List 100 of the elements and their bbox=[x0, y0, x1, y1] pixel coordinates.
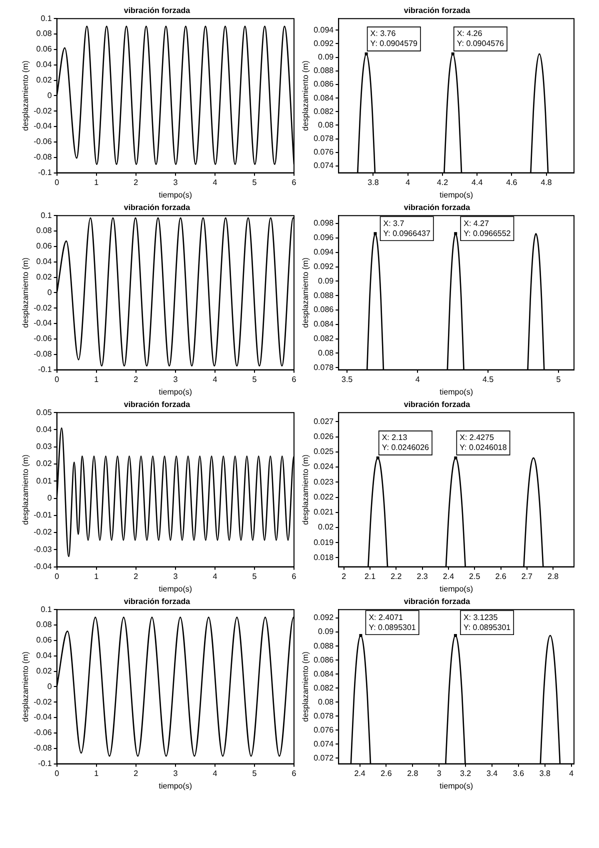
annotation: X: 3.76 Y: 0.0904579 bbox=[370, 29, 418, 48]
y-tick-label: 0.01 bbox=[36, 476, 52, 486]
y-tick-label: 0.02 bbox=[318, 522, 334, 532]
y-tick-label: 0.04 bbox=[36, 60, 52, 70]
x-tick-label: 2.1 bbox=[364, 572, 376, 581]
x-axis-title: tiempo(s) bbox=[440, 584, 474, 594]
x-tick-label: 2.8 bbox=[548, 572, 560, 581]
y-tick-label: 0.06 bbox=[36, 44, 52, 54]
y-tick-label: 0.094 bbox=[314, 248, 334, 257]
y-tick-label: -0.04 bbox=[34, 562, 52, 572]
x-tick-label: 0 bbox=[54, 768, 60, 778]
chart-title: vibración forzada bbox=[404, 6, 471, 16]
chart-title: vibración forzada bbox=[124, 6, 191, 16]
y-tick-label: 0.06 bbox=[36, 636, 52, 645]
x-tick-label: 6 bbox=[292, 374, 297, 384]
x-tick-label: 2.4 bbox=[354, 768, 366, 778]
x-tick-label: 1 bbox=[94, 374, 100, 384]
y-tick-label: 0.086 bbox=[314, 655, 334, 664]
x-tick-label: 5 bbox=[252, 572, 258, 581]
y-tick-label: -0.08 bbox=[34, 350, 52, 359]
x-tick-label: 3 bbox=[173, 374, 178, 384]
y-axis-title: desplazamiento (m) bbox=[301, 60, 310, 131]
x-tick-label: 4 bbox=[569, 768, 574, 778]
y-tick-label: 0.05 bbox=[36, 408, 52, 417]
y-tick-label: 0.076 bbox=[314, 725, 334, 734]
y-tick-label: -0.06 bbox=[34, 137, 52, 146]
x-tick-label: 2.3 bbox=[416, 572, 428, 581]
y-tick-label: 0.072 bbox=[314, 753, 334, 762]
x-tick-label: 0 bbox=[54, 374, 60, 384]
y-tick-label: 0 bbox=[47, 90, 52, 100]
annotation: X: 4.27 Y: 0.0966552 bbox=[464, 218, 512, 238]
y-tick-label: -0.08 bbox=[34, 744, 52, 753]
y-tick-label: 0.08 bbox=[318, 120, 334, 130]
x-tick-label: 4.4 bbox=[472, 178, 484, 187]
x-tick-label: 2 bbox=[134, 178, 139, 187]
x-tick-label: 3.6 bbox=[512, 768, 525, 778]
y-tick-label: -0.08 bbox=[34, 152, 52, 162]
annotation: X: 3.7 Y: 0.0966437 bbox=[383, 218, 431, 238]
chart-title: vibración forzada bbox=[404, 400, 471, 410]
x-tick-label: 0 bbox=[54, 572, 60, 581]
x-tick-label: 4 bbox=[212, 572, 218, 581]
annotation: X: 4.26 Y: 0.0904576 bbox=[456, 29, 505, 48]
y-tick-label: 0.08 bbox=[36, 226, 52, 236]
y-tick-label: 0.022 bbox=[314, 492, 334, 502]
y-tick-label: 0 bbox=[47, 682, 52, 691]
y-axis-title: desplazamiento (m) bbox=[301, 257, 310, 328]
y-tick-label: 0.084 bbox=[314, 320, 334, 329]
y-tick-label: 0.021 bbox=[314, 508, 334, 517]
x-tick-label: 2 bbox=[134, 572, 139, 581]
x-tick-label: 2.4 bbox=[442, 572, 455, 581]
y-tick-label: -0.02 bbox=[34, 697, 52, 706]
y-axis-title: desplazamiento (m) bbox=[21, 257, 30, 328]
x-axis-title: tiempo(s) bbox=[158, 387, 192, 396]
x-tick-label: 3 bbox=[436, 768, 442, 778]
y-axis-title: desplazamiento (m) bbox=[21, 651, 30, 722]
x-tick-label: 1 bbox=[94, 178, 100, 187]
chart-title: vibración forzada bbox=[124, 400, 191, 410]
y-tick-label: 0.086 bbox=[314, 305, 334, 314]
y-tick-label: 0.074 bbox=[314, 739, 334, 748]
y-tick-label: 0.1 bbox=[40, 604, 52, 614]
x-tick-label: 2.6 bbox=[380, 768, 392, 778]
y-tick-label: 0.023 bbox=[314, 477, 334, 486]
x-tick-label: 2.5 bbox=[469, 572, 481, 581]
x-tick-label: 4 bbox=[212, 768, 218, 778]
x-tick-label: 2 bbox=[134, 374, 139, 384]
y-tick-label: 0.084 bbox=[314, 669, 334, 678]
x-tick-label: 4.2 bbox=[436, 178, 449, 187]
y-tick-label: 0.092 bbox=[314, 613, 334, 622]
annotation: X: 2.4275 Y: 0.0246018 bbox=[460, 433, 508, 452]
x-tick-label: 3.8 bbox=[539, 768, 552, 778]
x-tick-label: 4.5 bbox=[482, 374, 494, 384]
x-tick-label: 1 bbox=[94, 572, 100, 581]
y-tick-label: 0.02 bbox=[36, 666, 52, 676]
y-tick-label: 0.08 bbox=[318, 348, 334, 358]
y-tick-label: 0.076 bbox=[314, 148, 334, 157]
y-tick-label: -0.02 bbox=[34, 303, 52, 312]
x-tick-label: 4 bbox=[212, 374, 218, 384]
x-tick-label: 6 bbox=[292, 178, 297, 187]
y-tick-label: 0.092 bbox=[314, 38, 334, 48]
x-tick-label: 3.2 bbox=[460, 768, 472, 778]
y-tick-label: -0.04 bbox=[34, 318, 52, 328]
y-tick-label: -0.1 bbox=[38, 759, 52, 768]
x-tick-label: 4.8 bbox=[540, 178, 552, 187]
x-axis-title: tiempo(s) bbox=[158, 190, 192, 200]
y-tick-label: -0.01 bbox=[34, 510, 52, 520]
x-tick-label: 5 bbox=[252, 178, 258, 187]
y-tick-label: 0.04 bbox=[36, 257, 52, 266]
x-tick-label: 3.4 bbox=[486, 768, 498, 778]
x-tick-label: 4 bbox=[212, 178, 218, 187]
y-tick-label: 0.086 bbox=[314, 80, 334, 89]
x-axis-title: tiempo(s) bbox=[440, 190, 474, 200]
y-tick-label: 0.088 bbox=[314, 66, 334, 76]
x-tick-label: 6 bbox=[292, 768, 297, 778]
y-tick-label: 0.03 bbox=[36, 442, 52, 452]
x-tick-label: 3.8 bbox=[368, 178, 380, 187]
y-tick-label: -0.04 bbox=[34, 122, 52, 131]
y-tick-label: -0.06 bbox=[34, 334, 52, 344]
y-tick-label: 0.09 bbox=[318, 276, 334, 286]
y-tick-label: -0.06 bbox=[34, 728, 52, 738]
y-tick-label: 0.088 bbox=[314, 641, 334, 650]
